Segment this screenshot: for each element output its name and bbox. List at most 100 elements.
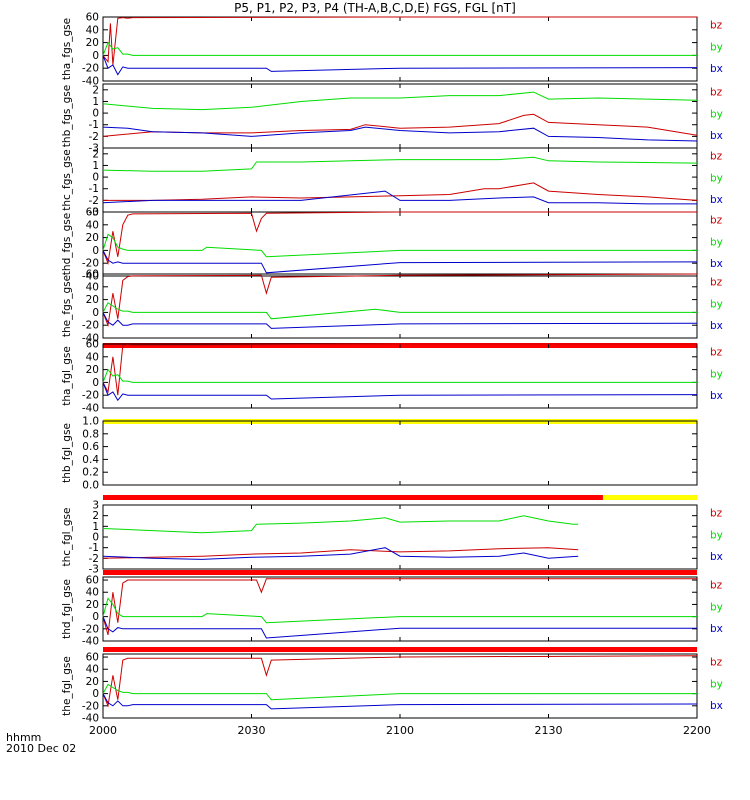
y-tick-label: 3: [92, 500, 99, 512]
y-tick-label: -40: [82, 333, 99, 345]
y-tick-label: -20: [82, 390, 99, 402]
legend-bz: bz: [710, 580, 723, 592]
panel-frame: [102, 343, 698, 409]
series-line-bz: [102, 547, 579, 559]
y-tick-label: 1: [92, 96, 99, 108]
y-tick-label: 60: [86, 575, 99, 587]
y-tick-label: 0: [92, 611, 99, 623]
legend-bz: bz: [710, 347, 723, 359]
panel-frame: [102, 576, 698, 642]
legend-bx: bx: [710, 63, 723, 75]
panel-frame: [102, 211, 698, 277]
legend-bz: bz: [710, 20, 723, 32]
y-tick-label: -1: [89, 119, 99, 131]
y-tick-label: 0: [92, 172, 99, 184]
y-tick-label: 20: [86, 676, 99, 688]
y-tick-label: 60: [86, 207, 99, 219]
series-line-bz: [102, 211, 697, 266]
y-tick-label: -40: [82, 271, 99, 283]
y-tick-label: 0: [92, 532, 99, 544]
y-tick-label: 40: [86, 587, 99, 599]
series-line-bx: [102, 547, 579, 560]
series-line-bz: [102, 655, 698, 708]
y-tick-label: -1: [89, 183, 99, 195]
panel-ylabel: thd_fgl_gse: [61, 579, 73, 639]
status-bar-red: [103, 495, 603, 500]
series-line-by: [102, 91, 698, 111]
y-tick-label: 20: [86, 232, 99, 244]
panel-frame: [102, 420, 698, 486]
y-tick-label: -3: [89, 143, 99, 155]
y-tick-label: 40: [86, 664, 99, 676]
series-line-bx: [102, 616, 697, 639]
y-tick-label: 0.2: [82, 467, 99, 479]
legend-by: by: [710, 601, 723, 613]
legend-bx: bx: [710, 320, 723, 332]
panel-ylabel: thc_fgs_gse: [61, 149, 73, 210]
series-line-bx: [102, 126, 698, 142]
legend-by: by: [710, 298, 723, 310]
legend-bz: bz: [710, 87, 723, 99]
y-tick-label: -20: [82, 623, 99, 635]
series-line-by: [102, 41, 697, 56]
panel-frame: [102, 147, 698, 213]
x-tick-label: 2030: [238, 724, 266, 737]
panel-ylabel: thb_fgs_gse: [61, 85, 73, 147]
y-tick-label: -40: [82, 713, 99, 725]
y-tick-label: -2: [89, 195, 99, 207]
y-tick-label: 60: [86, 12, 99, 24]
panel-ylabel: thb_fgl_gse: [61, 423, 73, 483]
legend-bz: bz: [710, 508, 723, 520]
series-line-by: [102, 683, 697, 701]
legend-by: by: [710, 236, 723, 248]
series-line-bz: [102, 16, 697, 66]
y-tick-label: 1: [92, 521, 99, 533]
legend-bx: bx: [710, 551, 723, 563]
y-tick-label: 20: [86, 599, 99, 611]
x-tick-label: 2130: [535, 724, 563, 737]
y-tick-label: -20: [82, 63, 99, 75]
y-tick-label: 0.4: [82, 454, 99, 466]
y-tick-label: 1.0: [82, 416, 99, 428]
y-tick-label: 0: [92, 307, 99, 319]
y-tick-label: 2: [92, 84, 99, 96]
legend-by: by: [710, 41, 723, 53]
panel-ylabel: thc_fgl_gse: [61, 508, 73, 567]
x-tick-label: 2000: [89, 724, 117, 737]
y-tick-label: -40: [82, 403, 99, 415]
legend-bz: bz: [710, 657, 723, 669]
y-tick-label: 0.0: [82, 480, 99, 492]
legend-bx: bx: [710, 623, 723, 635]
y-tick-label: 40: [86, 24, 99, 36]
y-tick-label: -20: [82, 320, 99, 332]
series-line-by: [102, 302, 697, 320]
y-tick-label: -3: [89, 564, 99, 576]
x-tick-label: 2100: [386, 724, 414, 737]
y-tick-label: -2: [89, 131, 99, 143]
legend-by: by: [710, 678, 723, 690]
legend-bz: bz: [710, 277, 723, 289]
y-tick-label: 60: [86, 269, 99, 281]
series-line-bz: [103, 182, 698, 201]
panel-frame: [102, 273, 698, 339]
y-tick-label: 0: [92, 377, 99, 389]
y-tick-label: -20: [82, 258, 99, 270]
y-tick-label: 0.6: [82, 441, 99, 453]
y-tick-label: 0: [92, 50, 99, 62]
series-line-by: [102, 233, 697, 258]
plot-title: P5, P1, P2, P3, P4 (TH-A,B,C,D,E) FGS, F…: [234, 1, 516, 15]
y-tick-label: 20: [86, 294, 99, 306]
series-line-bz: [102, 343, 697, 396]
legend-bx: bx: [710, 130, 723, 142]
panel-ylabel: the_fgs_gse: [61, 275, 73, 337]
legend-bx: bx: [710, 194, 723, 206]
y-tick-label: 40: [86, 351, 99, 363]
footer-axis-label: hhmm: [6, 731, 42, 744]
legend-by: by: [710, 368, 723, 380]
series-line-bz: [102, 113, 698, 137]
series-line-bx: [102, 55, 698, 76]
status-bar-red: [103, 647, 697, 652]
y-tick-label: -2: [89, 553, 99, 565]
y-tick-label: 20: [86, 364, 99, 376]
